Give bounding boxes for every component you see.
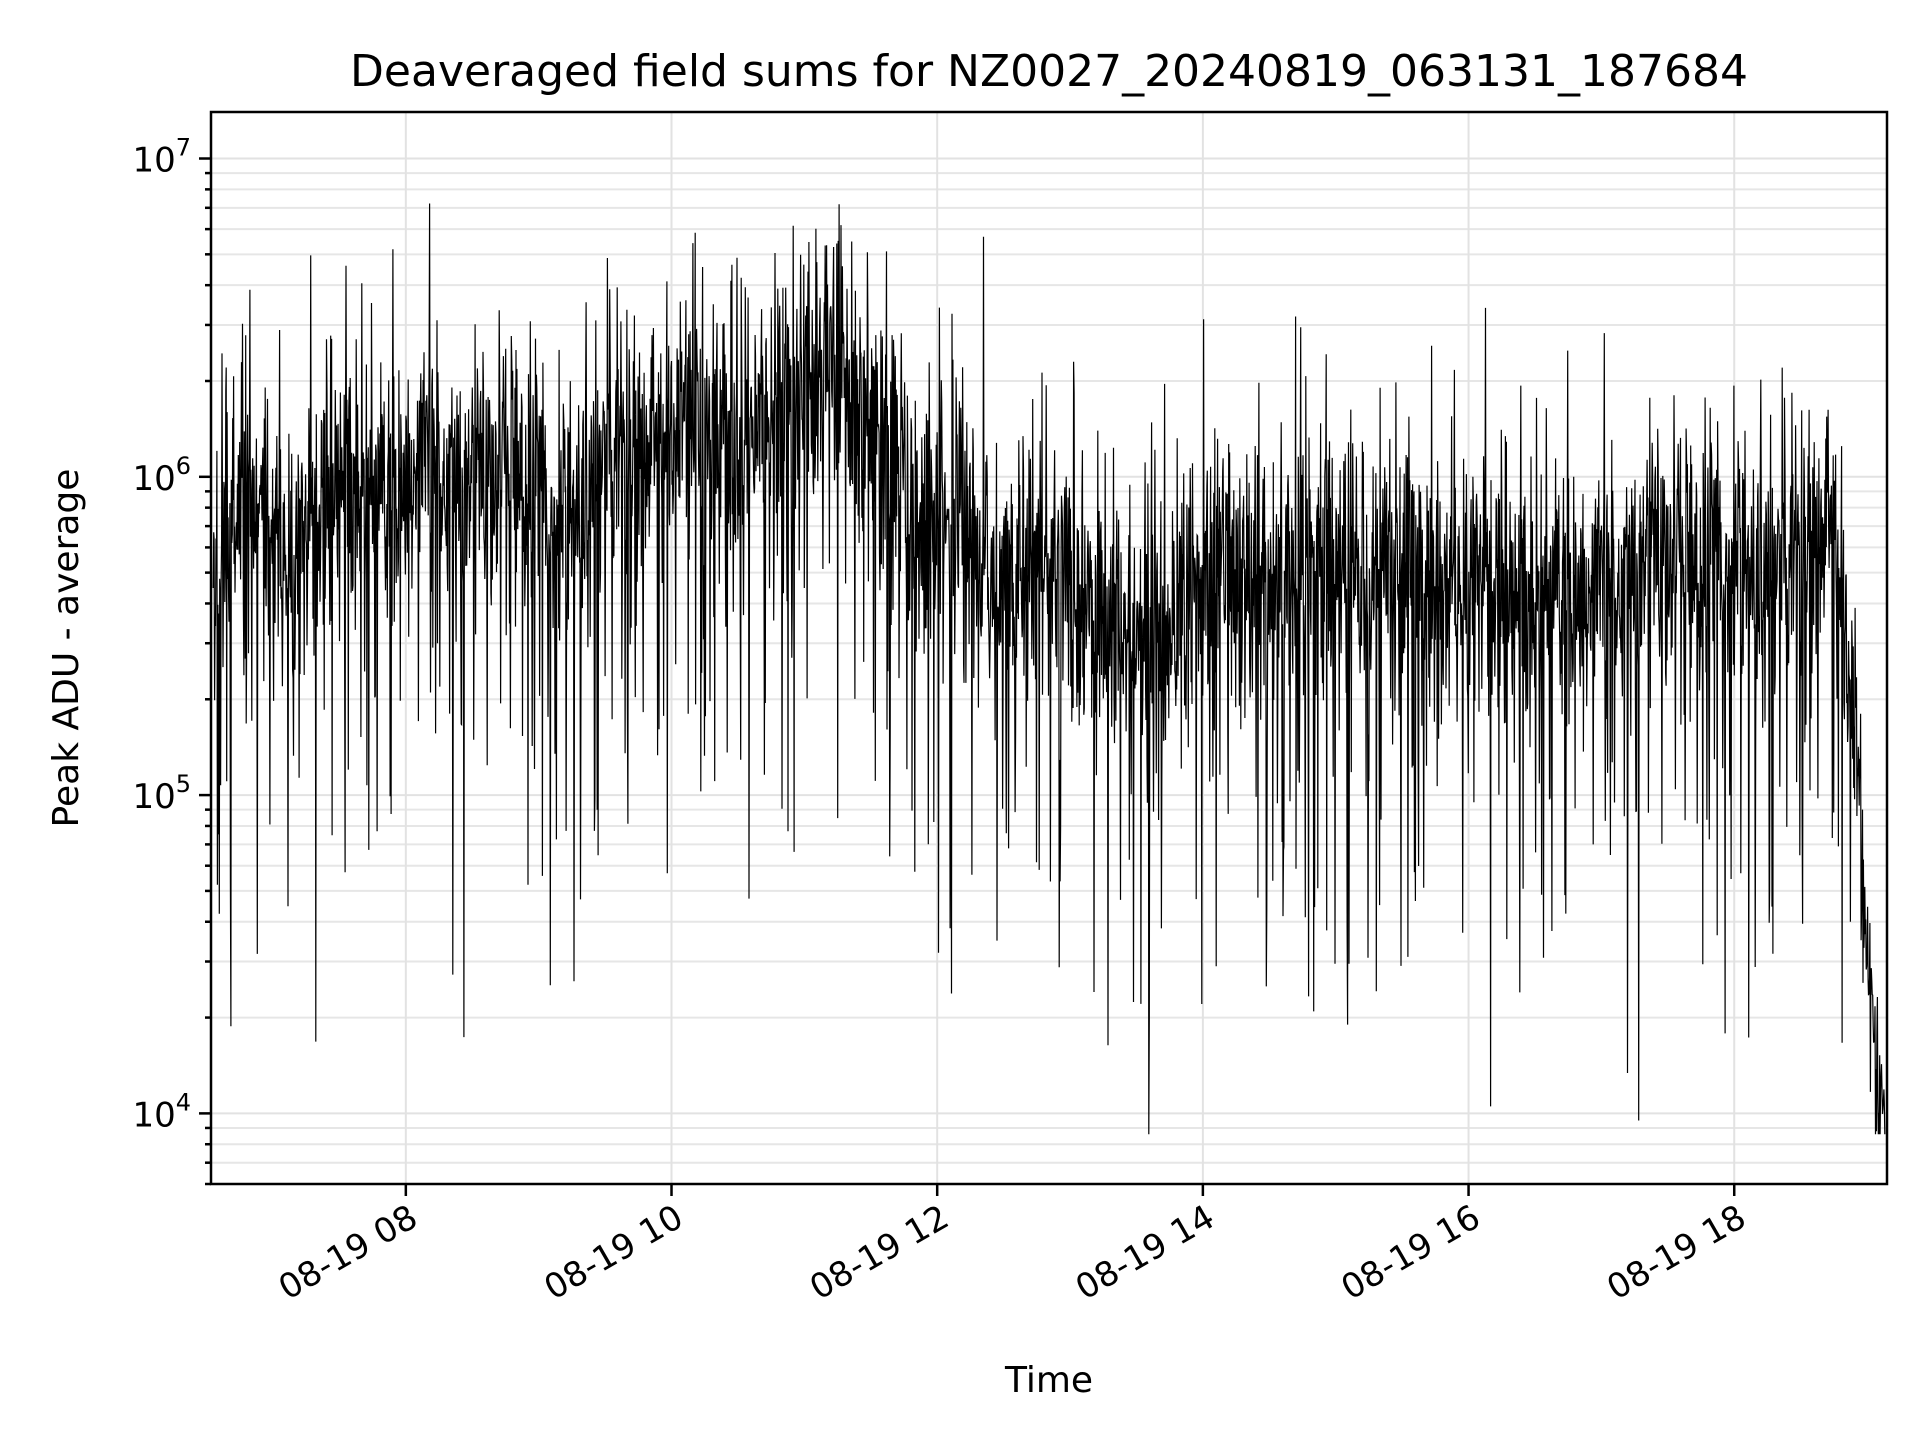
x-tick-label: 08-19 16 (1335, 1197, 1487, 1308)
plot-frame (209, 110, 1889, 1186)
x-axis-label: Time (1004, 1360, 1093, 1401)
x-tick-label: 08-19 14 (1069, 1197, 1221, 1308)
x-tick-label: 08-19 18 (1600, 1197, 1752, 1308)
y-tick-label: 106 (132, 452, 191, 499)
chart-title: Deaveraged field sums for NZ0027_2024081… (350, 46, 1748, 97)
ticks: 08-19 08 08-19 10 08-19 12 08-19 14 08-19 16… (132, 134, 1752, 1309)
series-line (212, 203, 1886, 1135)
y-tick-label: 104 (132, 1088, 191, 1135)
x-tick-label: 08-19 08 (272, 1197, 424, 1308)
x-tick-label: 08-19 10 (538, 1197, 690, 1308)
y-tick-label: 105 (132, 770, 191, 817)
y-tick-label: 107 (132, 134, 191, 181)
x-tick-label: 08-19 12 (803, 1197, 955, 1308)
y-axis-label: Peak ADU - average (46, 469, 87, 828)
